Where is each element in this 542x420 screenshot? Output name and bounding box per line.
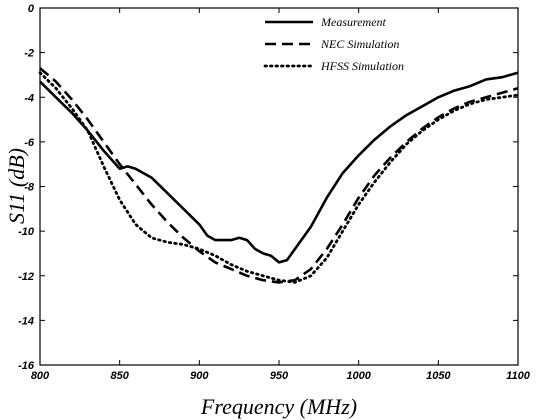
y-tick-label: -16 bbox=[18, 360, 35, 372]
x-tick-label: 900 bbox=[190, 370, 209, 382]
y-tick-label: -6 bbox=[24, 137, 35, 149]
y-tick-label: -12 bbox=[18, 271, 34, 283]
x-tick-label: 800 bbox=[31, 370, 50, 382]
y-tick-label: -8 bbox=[24, 182, 35, 194]
y-tick-label: -4 bbox=[24, 92, 34, 104]
plot-lines bbox=[38, 67, 520, 284]
x-tick-label: 950 bbox=[270, 370, 289, 382]
x-axis-title: Frequency (MHz) bbox=[200, 394, 357, 419]
y-tick-label: -2 bbox=[24, 48, 34, 60]
x-axis: 800 850 900 950 1000 1050 1100 bbox=[31, 8, 531, 382]
series-line-hfss-simulation bbox=[38, 71, 520, 284]
y-axis-title: S11 (dB) bbox=[4, 148, 29, 224]
plot-area bbox=[39, 7, 519, 366]
y-axis: 0 -2 -4 -6 -8 -10 -12 -14 -16 bbox=[18, 3, 518, 372]
y-tick-label: -10 bbox=[18, 226, 35, 238]
x-tick-label: 1000 bbox=[346, 370, 371, 382]
legend-label: NEC Simulation bbox=[320, 37, 399, 51]
x-tick-label: 1050 bbox=[426, 370, 451, 382]
legend: Measurement NEC Simulation HFSS Simulation bbox=[263, 15, 404, 73]
y-tick-label: -14 bbox=[18, 315, 34, 327]
x-tick-label: 850 bbox=[110, 370, 129, 382]
series-line-nec-simulation bbox=[39, 67, 519, 284]
legend-label: Measurement bbox=[320, 15, 387, 29]
series-line-measurement bbox=[39, 71, 519, 264]
x-tick-label: 1100 bbox=[506, 370, 531, 382]
legend-label: HFSS Simulation bbox=[320, 59, 404, 73]
y-tick-label: 0 bbox=[28, 3, 35, 15]
